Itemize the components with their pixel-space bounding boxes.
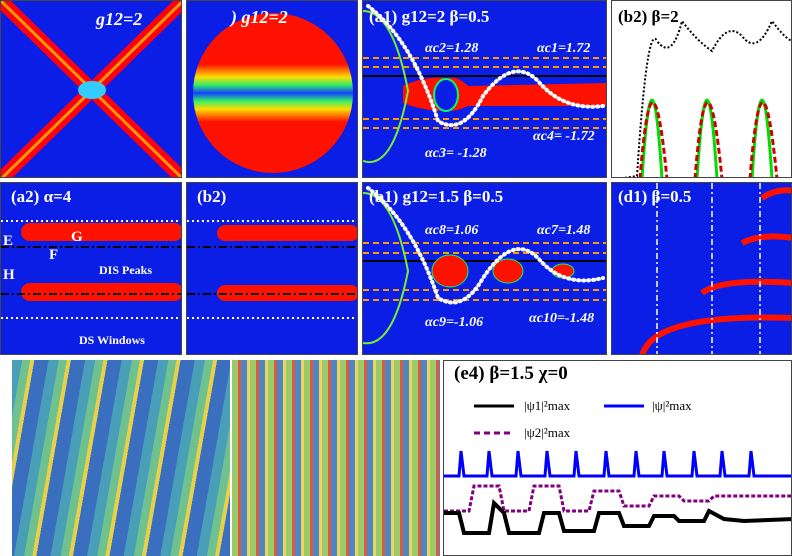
annotation-ac4: αc4= -1.72 bbox=[533, 129, 595, 144]
panel-a1: (a1) g12=2 β=0.5 αc2=1.28 αc1=1.72 αc3= … bbox=[362, 0, 607, 178]
panel-label: (e4) β=1.5 χ=0 bbox=[454, 363, 568, 384]
annotation-ac1: αc1=1.72 bbox=[537, 41, 591, 56]
panel-a2: (a2) α=4 E F G H DIS Peaks DS Windows bbox=[0, 182, 182, 355]
legend-psi1: |ψ1|²max bbox=[524, 398, 571, 413]
point-G: G bbox=[71, 229, 83, 245]
panel-label: (b1) g12=1.5 β=0.5 bbox=[369, 187, 504, 206]
panel-b2-top: (b2) β=2 bbox=[611, 0, 792, 178]
annotation-ac8: αc8=1.06 bbox=[425, 223, 479, 238]
annotation-ac2: αc2=1.28 bbox=[425, 41, 479, 56]
panel-label: (b2) bbox=[197, 187, 227, 206]
panel-label: g12=2 bbox=[96, 9, 143, 29]
annotation-ac10: αc10=-1.48 bbox=[529, 311, 595, 326]
ds-windows-label: DS Windows bbox=[79, 333, 145, 347]
point-E: E bbox=[3, 233, 14, 249]
panel-label: (b2) β=2 bbox=[618, 7, 679, 26]
panel-e4: (e4) β=1.5 χ=0 |ψ1|²max |ψ|²max |ψ2|²max bbox=[443, 360, 792, 556]
panel-g12-disk: ) g12=2 bbox=[186, 0, 358, 178]
annotation-ac3: αc3= -1.28 bbox=[425, 146, 487, 161]
legend-psi: |ψ|²max bbox=[652, 398, 692, 413]
density-image-right bbox=[232, 360, 440, 556]
density-image-left bbox=[12, 360, 230, 556]
panel-b2: (b2) bbox=[186, 182, 358, 355]
dis-peaks-label: DIS Peaks bbox=[99, 263, 153, 277]
point-H: H bbox=[3, 267, 15, 283]
panel-label: ) g12=2 bbox=[231, 7, 288, 27]
annotation-ac9: αc9=-1.06 bbox=[425, 315, 484, 330]
panel-label: (a2) α=4 bbox=[11, 187, 72, 206]
panel-b1: (b1) g12=1.5 β=0.5 αc8=1.06 αc7=1.48 αc9… bbox=[362, 182, 607, 355]
point-F: F bbox=[49, 247, 59, 263]
panel-d1: (d1) β=0.5 bbox=[611, 182, 792, 355]
annotation-ac7: αc7=1.48 bbox=[537, 223, 591, 238]
panel-label: (d1) β=0.5 bbox=[618, 187, 692, 206]
legend-psi2: |ψ2|²max bbox=[524, 425, 571, 440]
panel-g12-cross: g12=2 bbox=[0, 0, 182, 178]
panel-label: (a1) g12=2 β=0.5 bbox=[369, 7, 490, 26]
